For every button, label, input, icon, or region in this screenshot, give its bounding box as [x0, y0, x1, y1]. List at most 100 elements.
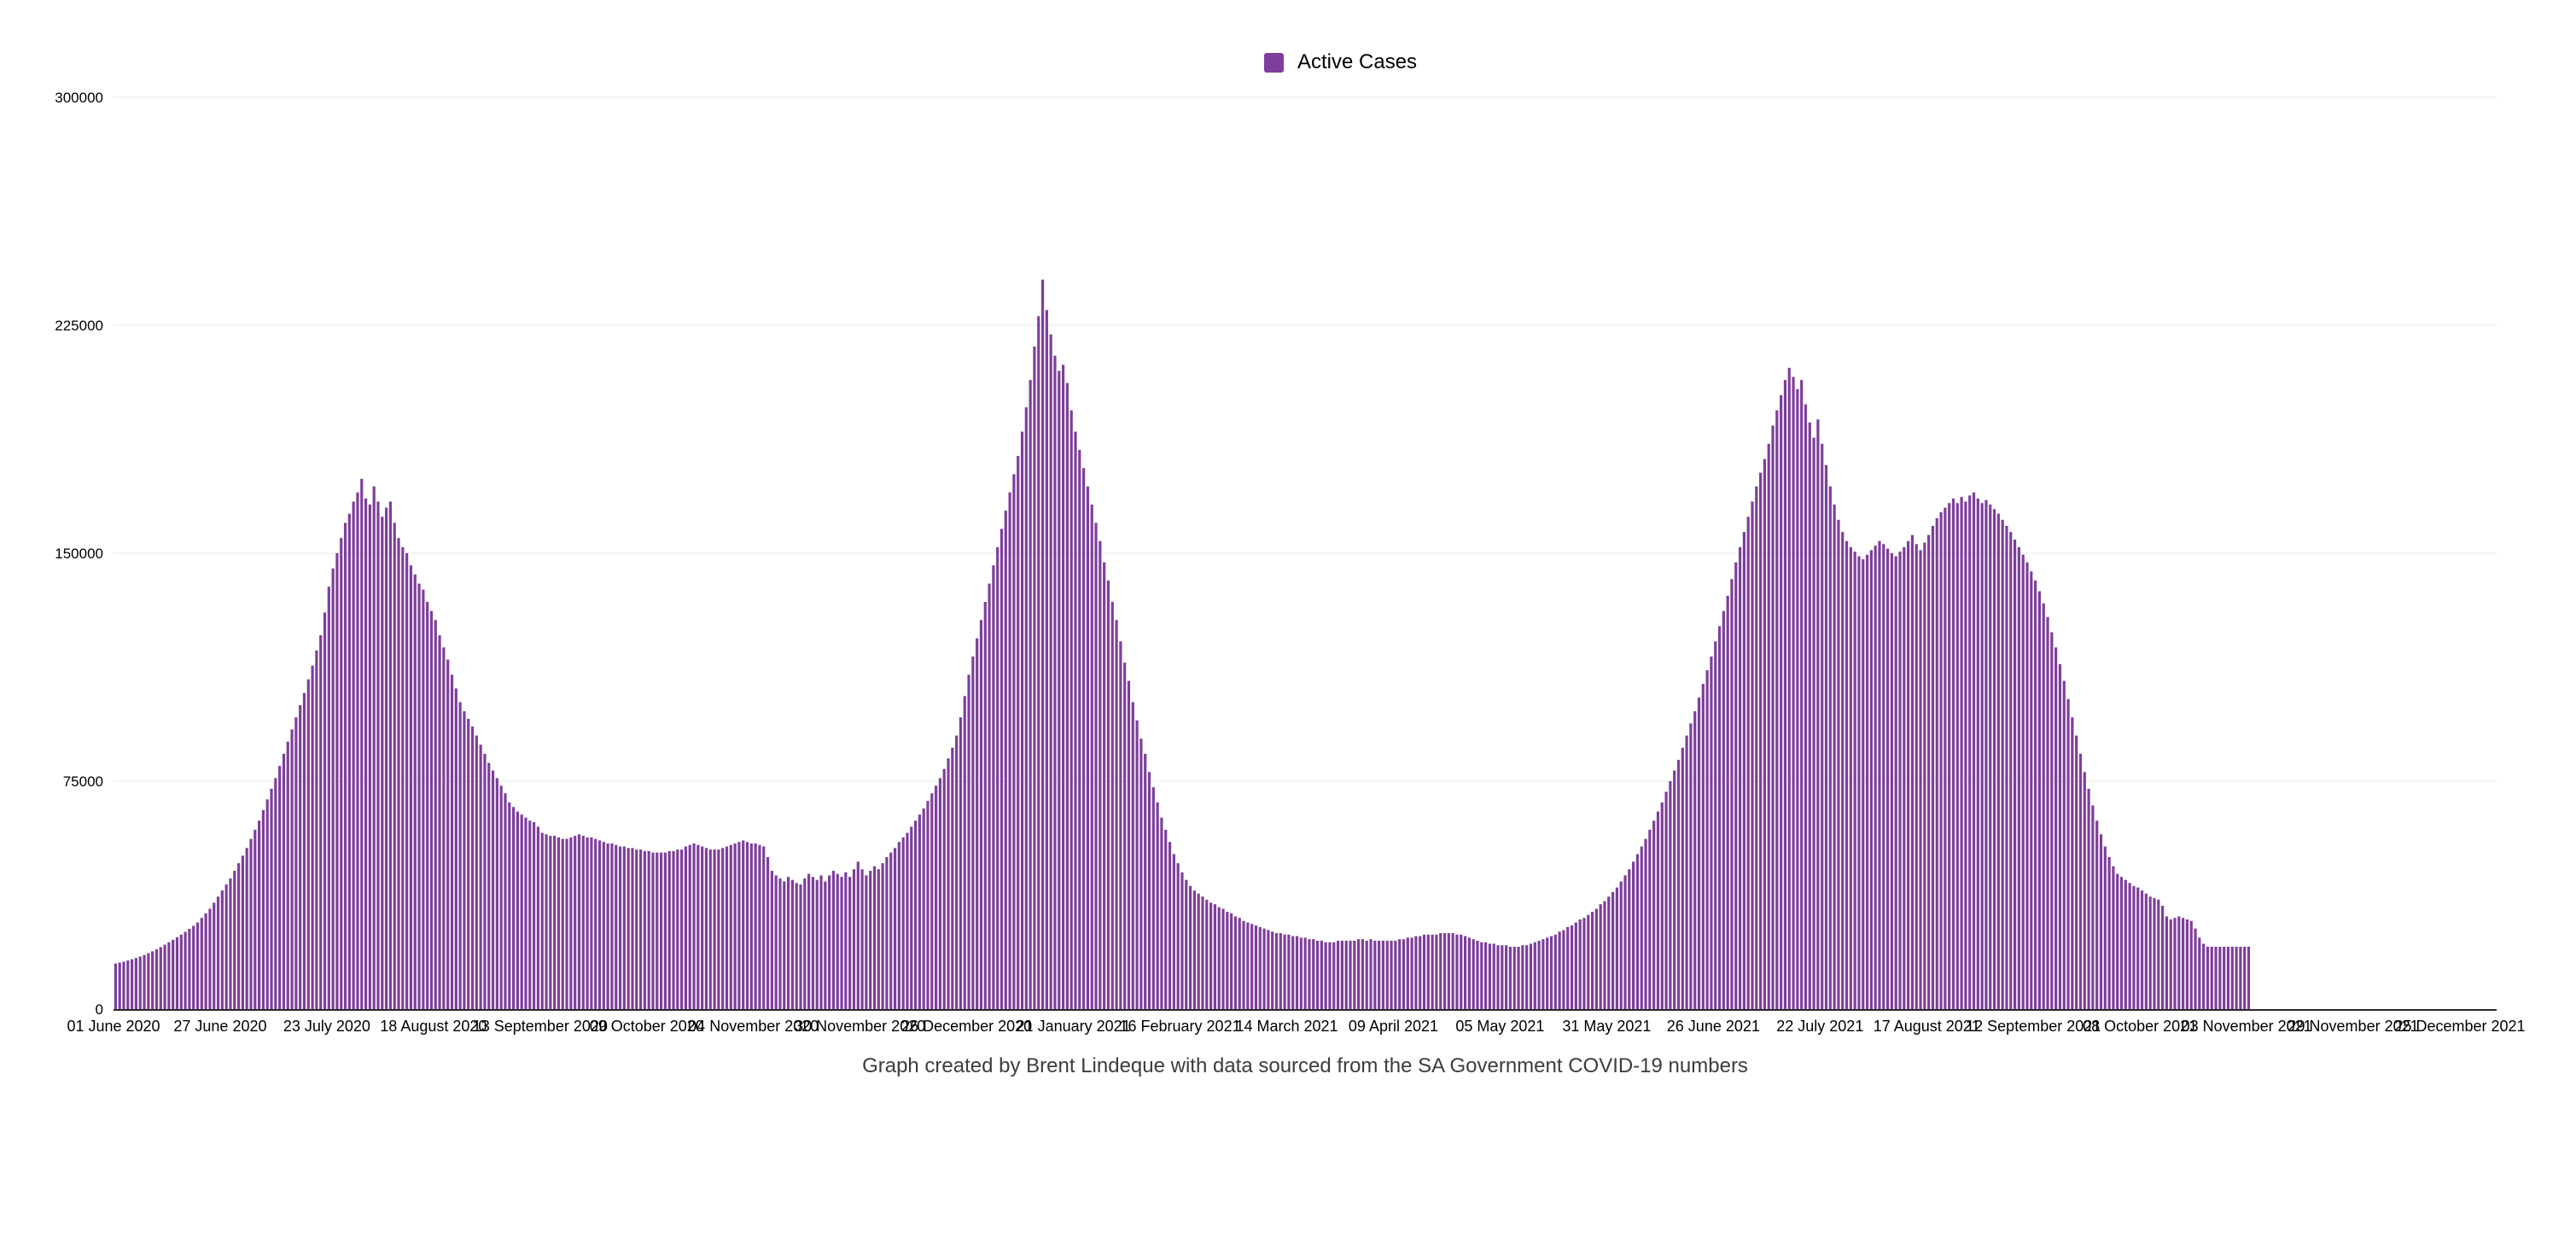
bar [258, 820, 261, 1009]
bar [1546, 937, 1549, 1009]
bar [1295, 936, 1299, 1009]
bar [1693, 711, 1697, 1009]
bar [935, 785, 938, 1009]
bar [1082, 468, 1086, 1009]
bar [2009, 532, 2013, 1009]
bar [647, 850, 650, 1009]
bar [721, 848, 725, 1009]
bar [1012, 474, 1016, 1009]
bar [622, 846, 626, 1009]
bar [1287, 934, 1291, 1009]
bar [511, 807, 516, 1009]
bar [1419, 936, 1422, 1009]
bar [2247, 947, 2251, 1009]
bar [331, 568, 335, 1009]
bar [233, 871, 236, 1009]
bar [508, 802, 511, 1009]
bar [2091, 805, 2095, 1009]
bar [918, 814, 921, 1009]
bar [1472, 939, 1475, 1009]
bar [2062, 680, 2066, 1009]
bar [2218, 947, 2222, 1009]
bar [118, 962, 121, 1009]
x-tick-label: 08 October 2021 [2083, 1018, 2197, 1035]
x-tick-label: 21 January 2021 [1017, 1018, 1131, 1035]
bar [1004, 511, 1007, 1009]
bar [1746, 516, 1750, 1009]
bar [1763, 458, 1767, 1009]
bar [1394, 940, 1397, 1009]
bar [1274, 933, 1279, 1009]
bar [442, 647, 446, 1009]
bar [1862, 559, 1865, 1009]
bar [967, 674, 970, 1009]
bar [2058, 663, 2062, 1009]
bar [1574, 922, 1577, 1009]
bar [1869, 550, 1873, 1009]
bar [438, 635, 441, 1009]
bar [1898, 551, 1902, 1009]
bar [2030, 571, 2033, 1009]
bar [1681, 747, 1684, 1009]
bar [1373, 940, 1377, 1009]
bar [922, 808, 925, 1009]
bar [143, 954, 146, 1009]
bar [1619, 881, 1623, 1009]
bar [729, 844, 732, 1009]
bar [282, 753, 286, 1009]
bar [1090, 505, 1093, 1009]
bar [2243, 947, 2247, 1009]
bar [545, 834, 548, 1009]
bar [1365, 940, 1368, 1009]
bar [1775, 410, 1779, 1009]
bar [1312, 939, 1315, 1009]
legend-item-active-cases[interactable]: Active Cases [1264, 51, 1417, 73]
bar [224, 884, 228, 1009]
bar [1226, 912, 1229, 1009]
bar [381, 516, 384, 1009]
bar [487, 762, 491, 1009]
bar [893, 848, 897, 1009]
bar [1960, 497, 1963, 1009]
bar [770, 871, 773, 1009]
bar [2054, 647, 2058, 1009]
bar [684, 846, 688, 1009]
x-tick-label: 18 August 2020 [380, 1018, 487, 1035]
legend: Active Cases [1264, 51, 1417, 73]
bar [1685, 735, 1688, 1009]
bar [807, 873, 811, 1009]
bar [2169, 919, 2172, 1009]
bar [1951, 498, 1955, 1009]
bar [1176, 863, 1180, 1009]
bar [2119, 877, 2124, 1009]
bar [1422, 934, 1426, 1009]
bar [2095, 820, 2099, 1009]
bar [1931, 525, 1935, 1009]
bar [1525, 945, 1529, 1009]
bar [2144, 893, 2148, 1009]
bar [618, 846, 622, 1009]
bar [725, 846, 729, 1009]
bar [1460, 934, 1463, 1009]
bar [1615, 887, 1618, 1009]
bar [343, 522, 347, 1009]
bar [1828, 486, 1832, 1009]
bar [1053, 355, 1057, 1010]
bar [270, 788, 273, 1009]
bar [335, 553, 339, 1009]
bar [388, 501, 392, 1009]
bar [1935, 518, 1938, 1009]
bar [2239, 947, 2242, 1009]
bar [1065, 382, 1069, 1009]
bar [1402, 939, 1406, 1009]
bar [479, 744, 482, 1009]
bar [1029, 380, 1032, 1010]
bar [352, 501, 355, 1009]
bar [885, 857, 889, 1009]
bar [1099, 540, 1102, 1009]
bar [762, 846, 766, 1009]
bar [790, 879, 794, 1009]
bar [1049, 334, 1052, 1009]
bar [2071, 717, 2074, 1009]
bar [713, 849, 716, 1009]
